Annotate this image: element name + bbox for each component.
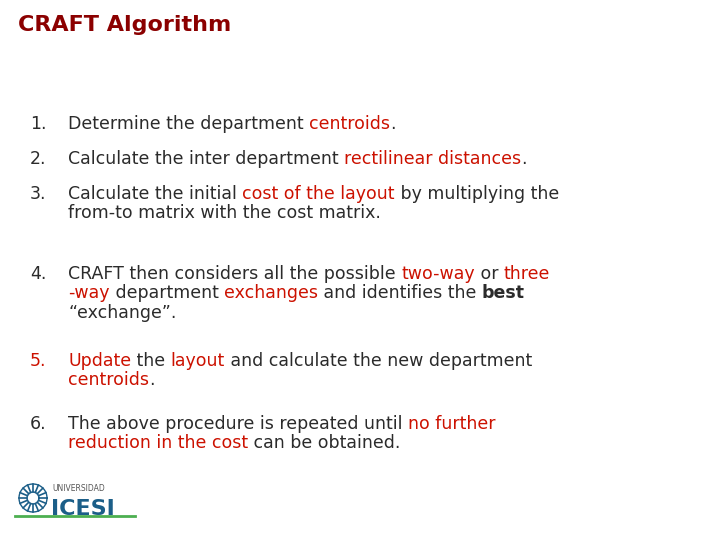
Text: Determine the department: Determine the department: [68, 115, 309, 133]
Text: from-to matrix with the cost matrix.: from-to matrix with the cost matrix.: [68, 204, 381, 222]
Text: 3.: 3.: [30, 185, 47, 203]
Text: rectilinear distances: rectilinear distances: [344, 150, 521, 168]
Text: two-way: two-way: [401, 265, 474, 283]
Text: 1.: 1.: [30, 115, 47, 133]
Text: best: best: [482, 285, 525, 302]
Text: three: three: [504, 265, 550, 283]
Text: “exchange”.: “exchange”.: [68, 303, 176, 322]
Text: by multiplying the: by multiplying the: [395, 185, 559, 203]
Text: Calculate the inter department: Calculate the inter department: [68, 150, 344, 168]
Text: or: or: [474, 265, 504, 283]
Text: layout: layout: [171, 352, 225, 370]
Text: no further: no further: [408, 415, 495, 433]
Text: can be obtained.: can be obtained.: [248, 434, 400, 453]
Text: department: department: [109, 285, 224, 302]
Text: .: .: [521, 150, 527, 168]
Text: ICESI: ICESI: [51, 499, 114, 519]
Text: UNIVERSIDAD: UNIVERSIDAD: [52, 484, 104, 493]
Text: Update: Update: [68, 352, 131, 370]
Text: The above procedure is repeated until: The above procedure is repeated until: [68, 415, 408, 433]
Text: .: .: [149, 372, 155, 389]
Text: the: the: [131, 352, 171, 370]
Text: .: .: [390, 115, 395, 133]
Text: Calculate the initial: Calculate the initial: [68, 185, 243, 203]
Text: and identifies the: and identifies the: [318, 285, 482, 302]
Text: reduction in the cost: reduction in the cost: [68, 434, 248, 453]
Text: centroids: centroids: [309, 115, 390, 133]
Text: 2.: 2.: [30, 150, 47, 168]
Text: 6.: 6.: [30, 415, 47, 433]
Text: cost of the layout: cost of the layout: [243, 185, 395, 203]
Text: 4.: 4.: [30, 265, 46, 283]
Text: CRAFT Algorithm: CRAFT Algorithm: [18, 15, 231, 35]
Text: centroids: centroids: [68, 372, 149, 389]
Text: 5.: 5.: [30, 352, 47, 370]
Text: exchanges: exchanges: [224, 285, 318, 302]
Text: and calculate the new department: and calculate the new department: [225, 352, 532, 370]
Text: -way: -way: [68, 285, 109, 302]
Text: CRAFT then considers all the possible: CRAFT then considers all the possible: [68, 265, 401, 283]
